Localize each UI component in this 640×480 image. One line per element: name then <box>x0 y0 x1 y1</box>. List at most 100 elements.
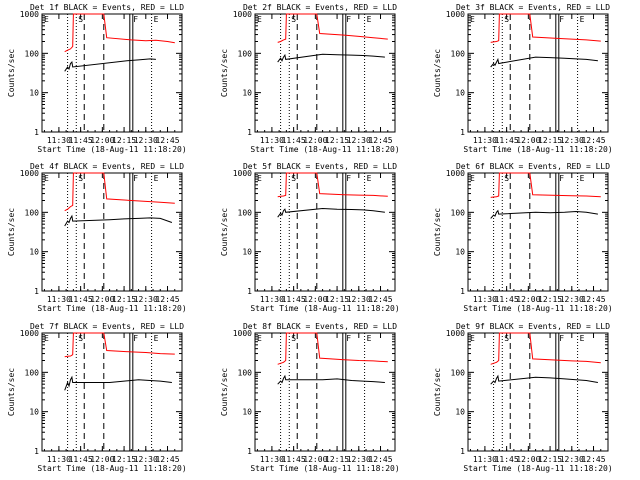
plot-frame <box>254 332 396 452</box>
x-tick-label: 11:45 <box>495 455 519 464</box>
x-tick-label: 11:45 <box>69 136 93 145</box>
x-tick-label: 12:30 <box>560 455 584 464</box>
plot-frame <box>254 13 396 133</box>
x-tick-label: 12:15 <box>538 295 562 304</box>
chart-panel: Det 7f BLACK = Events, RED = LLD 1 10 100 10… <box>7 322 187 473</box>
series-line <box>490 56 598 68</box>
y-tick-label: 1000 <box>233 329 252 338</box>
x-tick-label: 12:45 <box>155 136 179 145</box>
chart-panel: Det 5f BLACK = Events, RED = LLD 1 10 100 10… <box>220 162 400 313</box>
x-tick-label: 11:45 <box>69 295 93 304</box>
y-tick-label: 100 <box>238 49 253 58</box>
marker-label: E <box>154 334 159 343</box>
x-axis-label: Start Time (18-Aug-11 11:18:20) <box>37 145 186 154</box>
y-tick-label: 1000 <box>233 169 252 178</box>
series-line <box>277 207 385 218</box>
chart-title: Det 8f BLACK = Events, RED = LLD <box>243 322 397 331</box>
marker-label: E <box>580 334 585 343</box>
chart-title: Det 3f BLACK = Events, RED = LLD <box>456 3 610 12</box>
y-tick-label: 100 <box>451 368 466 377</box>
x-tick-label: 12:15 <box>325 295 349 304</box>
series-line <box>64 172 175 212</box>
x-axis-label: Start Time (18-Aug-11 11:18:20) <box>37 464 186 473</box>
marker-label: S <box>504 174 509 183</box>
marker-label: E <box>257 174 262 183</box>
y-tick-label: 1 <box>460 128 465 137</box>
marker-label: S <box>78 174 83 183</box>
marker-label: E <box>470 334 475 343</box>
x-tick-label: 12:30 <box>347 455 371 464</box>
marker-label: E <box>154 15 159 24</box>
y-axis-label: Counts/sec <box>220 49 229 97</box>
x-axis-label: Start Time (18-Aug-11 11:18:20) <box>250 304 399 313</box>
y-tick-label: 100 <box>25 208 40 217</box>
x-axis-label: Start Time (18-Aug-11 11:18:20) <box>463 464 612 473</box>
y-tick-label: 10 <box>455 89 465 98</box>
x-tick-label: 12:15 <box>325 136 349 145</box>
y-tick-label: 10 <box>242 408 252 417</box>
x-tick-label: 12:45 <box>155 455 179 464</box>
x-tick-label: 11:30 <box>47 295 71 304</box>
x-tick-label: 11:30 <box>260 295 284 304</box>
plot-frame <box>41 172 183 292</box>
y-axis-label: Counts/sec <box>433 368 442 416</box>
y-tick-label: 1 <box>247 128 252 137</box>
series-line <box>277 172 388 198</box>
series-line <box>64 332 175 358</box>
x-tick-label: 12:00 <box>516 295 540 304</box>
x-tick-label: 11:30 <box>260 136 284 145</box>
marker-label: S <box>504 15 509 24</box>
x-tick-label: 12:15 <box>538 455 562 464</box>
x-tick-label: 12:00 <box>90 455 114 464</box>
plot-frame <box>254 172 396 292</box>
marker-label: E <box>257 334 262 343</box>
x-tick-label: 12:45 <box>368 295 392 304</box>
y-tick-label: 1 <box>460 287 465 296</box>
x-tick-label: 12:30 <box>134 295 158 304</box>
marker-label: S <box>291 15 296 24</box>
x-tick-label: 12:30 <box>347 295 371 304</box>
marker-label: E <box>257 15 262 24</box>
y-tick-label: 100 <box>238 208 253 217</box>
marker-label: F <box>346 15 351 24</box>
series-line <box>490 13 601 43</box>
x-axis-label: Start Time (18-Aug-11 11:18:20) <box>463 304 612 313</box>
x-tick-label: 11:30 <box>473 136 497 145</box>
y-tick-label: 1000 <box>446 169 465 178</box>
x-tick-label: 12:15 <box>112 295 136 304</box>
chart-title: Det 1f BLACK = Events, RED = LLD <box>30 3 184 12</box>
plot-frame <box>41 13 183 133</box>
marker-label: E <box>44 174 49 183</box>
y-axis-label: Counts/sec <box>7 368 16 416</box>
chart-title: Det 6f BLACK = Events, RED = LLD <box>456 162 610 171</box>
x-axis-label: Start Time (18-Aug-11 11:18:20) <box>250 145 399 154</box>
marker-label: S <box>291 174 296 183</box>
x-tick-label: 12:00 <box>90 136 114 145</box>
marker-label: E <box>154 174 159 183</box>
x-tick-label: 12:30 <box>134 136 158 145</box>
chart-panel: Det 6f BLACK = Events, RED = LLD 1 10 100 10… <box>433 162 613 313</box>
x-tick-label: 12:45 <box>581 136 605 145</box>
y-tick-label: 1 <box>34 287 39 296</box>
x-axis-label: Start Time (18-Aug-11 11:18:20) <box>37 304 186 313</box>
x-tick-label: 11:30 <box>47 455 71 464</box>
y-tick-label: 1000 <box>20 329 39 338</box>
marker-label: E <box>470 15 475 24</box>
series-line <box>64 13 175 53</box>
marker-label: S <box>78 334 83 343</box>
series-line <box>490 332 601 365</box>
chart-panel: Det 1f BLACK = Events, RED = LLD 1 10 100 10… <box>7 3 187 154</box>
marker-label: F <box>559 15 564 24</box>
marker-label: S <box>291 334 296 343</box>
series-line <box>490 209 598 219</box>
marker-label: S <box>504 334 509 343</box>
chart-title: Det 2f BLACK = Events, RED = LLD <box>243 3 397 12</box>
marker-label: F <box>346 174 351 183</box>
x-tick-label: 12:00 <box>516 136 540 145</box>
x-tick-label: 11:30 <box>473 455 497 464</box>
series-line <box>277 332 388 365</box>
y-axis-label: Counts/sec <box>433 208 442 256</box>
x-tick-label: 12:45 <box>368 136 392 145</box>
marker-label: F <box>133 15 138 24</box>
